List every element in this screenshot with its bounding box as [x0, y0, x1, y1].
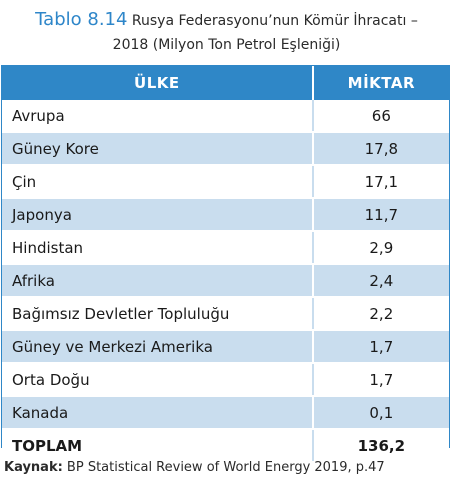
- source-label: Kaynak:: [4, 460, 63, 475]
- table-row: Afrika 2,4: [2, 264, 449, 298]
- row-amount: 17,1: [312, 165, 449, 199]
- table-row: Orta Doğu 1,7: [2, 363, 449, 397]
- source-note: Kaynak: BP Statistical Review of World E…: [4, 458, 453, 478]
- row-country: Bağımsız Devletler Topluluğu: [2, 297, 314, 331]
- header-amount: MİKTAR: [312, 66, 449, 100]
- row-country: Avrupa: [2, 100, 314, 133]
- row-amount: 66: [312, 100, 449, 133]
- row-country: Orta Doğu: [2, 363, 314, 397]
- row-amount: 1,7: [312, 363, 449, 397]
- row-amount: 2,4: [312, 264, 449, 298]
- table-row: Japonya 11,7: [2, 198, 449, 232]
- caption-line-1: Tablo 8.14 Rusya Federasyonu’nun Kömür İ…: [0, 8, 453, 33]
- table-row: Güney Kore 17,8: [2, 132, 449, 166]
- row-amount: 2,2: [312, 297, 449, 331]
- total-amount: 136,2: [312, 429, 449, 461]
- table-row: Kanada 0,1: [2, 396, 449, 430]
- row-country: Kanada: [2, 396, 314, 430]
- data-table-container: ÜLKE MİKTAR Avrupa 66 Güney Kore 17,8 Çi…: [1, 65, 450, 461]
- table-row: Çin 17,1: [2, 165, 449, 199]
- header-country: ÜLKE: [2, 66, 314, 100]
- total-label: TOPLAM: [2, 429, 314, 461]
- caption-title-line-2: 2018 (Milyon Ton Petrol Eşleniği): [112, 37, 341, 53]
- row-amount: 2,9: [312, 231, 449, 265]
- row-country: Çin: [2, 165, 314, 199]
- coal-export-table: ÜLKE MİKTAR Avrupa 66 Güney Kore 17,8 Çi…: [2, 66, 449, 461]
- table-caption: Tablo 8.14 Rusya Federasyonu’nun Kömür İ…: [0, 8, 453, 57]
- row-amount: 17,8: [312, 132, 449, 166]
- table-row: Güney ve Merkezi Amerika 1,7: [2, 330, 449, 364]
- source-text: BP Statistical Review of World Energy 20…: [62, 460, 385, 475]
- row-amount: 1,7: [312, 330, 449, 364]
- row-country: Hindistan: [2, 231, 314, 265]
- table-header-row: ÜLKE MİKTAR: [2, 66, 449, 100]
- table-row: Avrupa 66: [2, 100, 449, 133]
- row-country: Afrika: [2, 264, 314, 298]
- table-row: Bağımsız Devletler Topluluğu 2,2: [2, 297, 449, 331]
- row-amount: 11,7: [312, 198, 449, 232]
- table-row: Hindistan 2,9: [2, 231, 449, 265]
- row-amount: 0,1: [312, 396, 449, 430]
- row-country: Güney Kore: [2, 132, 314, 166]
- table-number: Tablo 8.14: [35, 9, 128, 30]
- table-total-row: TOPLAM 136,2: [2, 429, 449, 461]
- caption-title-line-1: Rusya Federasyonu’nun Kömür İhracatı –: [131, 13, 418, 29]
- row-country: Güney ve Merkezi Amerika: [2, 330, 314, 364]
- row-country: Japonya: [2, 198, 314, 232]
